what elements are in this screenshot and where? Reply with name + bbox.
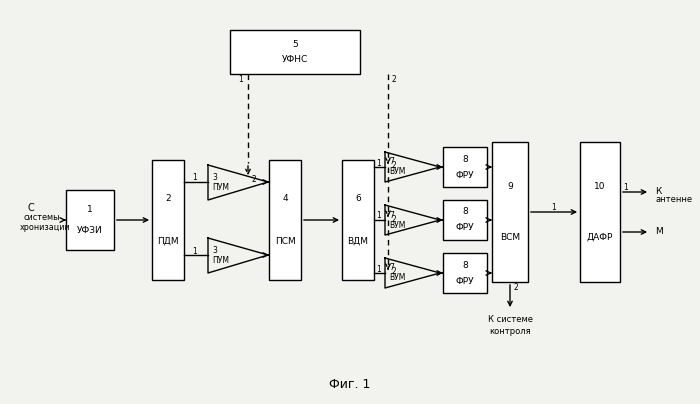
Text: системы: системы: [23, 213, 60, 223]
Text: контроля: контроля: [489, 326, 531, 335]
Text: Фиг. 1: Фиг. 1: [329, 379, 371, 391]
Text: ФРУ: ФРУ: [456, 223, 475, 232]
Text: 7: 7: [389, 263, 394, 273]
Bar: [492, 142, 528, 282]
Text: 8: 8: [462, 208, 468, 217]
Bar: [443, 200, 487, 240]
Text: К: К: [655, 187, 662, 196]
Text: 3: 3: [212, 246, 217, 255]
Text: 2: 2: [165, 194, 171, 203]
Bar: [269, 160, 301, 280]
Text: ВСМ: ВСМ: [500, 233, 520, 242]
Text: ВУМ: ВУМ: [389, 274, 405, 282]
Text: К системе: К системе: [487, 316, 533, 324]
Text: антенне: антенне: [655, 196, 692, 204]
Text: 6: 6: [355, 194, 361, 203]
Text: 4: 4: [282, 194, 288, 203]
Text: 1: 1: [193, 246, 197, 255]
Text: 1: 1: [87, 205, 93, 214]
Text: ФРУ: ФРУ: [456, 276, 475, 286]
Text: 2: 2: [391, 215, 395, 223]
Text: 2: 2: [251, 175, 256, 185]
Text: ФРУ: ФРУ: [456, 170, 475, 179]
Bar: [152, 160, 184, 280]
Text: 5: 5: [292, 40, 298, 48]
Text: 1: 1: [238, 76, 243, 84]
Text: ПУМ: ПУМ: [212, 183, 229, 192]
Text: 1: 1: [193, 173, 197, 183]
Text: 1: 1: [377, 265, 382, 274]
Text: 1: 1: [377, 212, 382, 221]
Text: 7: 7: [389, 210, 394, 219]
Text: 7: 7: [389, 158, 394, 166]
Bar: [443, 147, 487, 187]
Bar: [342, 160, 374, 280]
Text: 2: 2: [514, 284, 519, 292]
Text: УФНС: УФНС: [282, 55, 308, 64]
Text: 3: 3: [212, 173, 217, 182]
Text: 8: 8: [462, 261, 468, 269]
Text: 1: 1: [377, 158, 382, 168]
Text: 1: 1: [624, 183, 629, 191]
Bar: [66, 190, 114, 250]
Text: 8: 8: [462, 154, 468, 164]
Text: 9: 9: [507, 182, 513, 191]
Text: М: М: [655, 227, 663, 236]
Text: 2: 2: [391, 267, 395, 276]
Bar: [230, 30, 360, 74]
Text: С: С: [28, 203, 35, 213]
Bar: [443, 253, 487, 293]
Text: ПУМ: ПУМ: [212, 256, 229, 265]
Text: УФЗИ: УФЗИ: [77, 226, 103, 235]
Text: ПСМ: ПСМ: [274, 237, 295, 246]
Text: 2: 2: [391, 162, 395, 170]
Text: ВУМ: ВУМ: [389, 221, 405, 229]
Text: ВУМ: ВУМ: [389, 168, 405, 177]
Bar: [580, 142, 620, 282]
Text: 10: 10: [594, 182, 606, 191]
Text: ДАФР: ДАФР: [587, 233, 613, 242]
Text: 1: 1: [552, 202, 556, 212]
Text: 2: 2: [391, 76, 395, 84]
Text: ПДМ: ПДМ: [158, 237, 178, 246]
Text: хронизации: хронизации: [20, 223, 71, 232]
Text: ВДМ: ВДМ: [347, 237, 368, 246]
